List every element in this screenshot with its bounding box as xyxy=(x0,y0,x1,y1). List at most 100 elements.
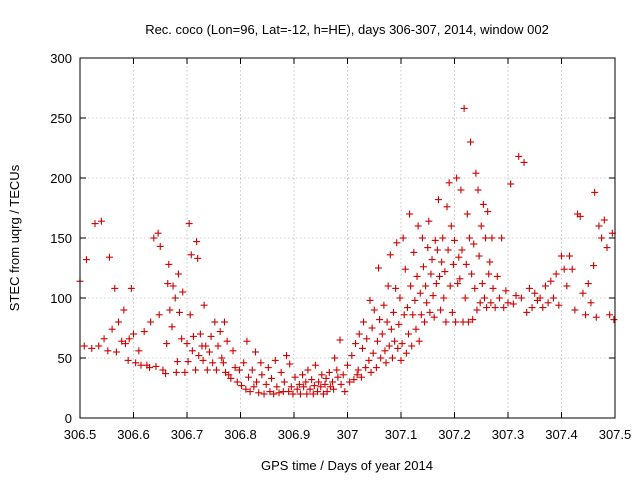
data-point xyxy=(323,388,331,396)
data-point xyxy=(539,304,547,312)
data-point xyxy=(318,371,326,379)
data-point xyxy=(366,296,374,304)
data-point xyxy=(200,301,208,309)
data-point xyxy=(398,340,406,348)
data-point xyxy=(495,294,503,302)
data-point xyxy=(582,311,590,319)
data-point xyxy=(409,311,417,319)
data-point xyxy=(155,311,163,319)
data-point xyxy=(260,390,268,398)
data-point xyxy=(178,335,186,343)
data-point xyxy=(456,275,464,283)
data-point xyxy=(283,352,291,360)
data-point xyxy=(507,180,515,188)
data-point xyxy=(150,234,158,242)
data-point xyxy=(95,342,103,350)
data-point xyxy=(280,378,288,386)
x-tick-label: 307 xyxy=(337,427,359,442)
data-point xyxy=(455,253,463,261)
data-point xyxy=(394,344,402,352)
data-point xyxy=(250,383,258,391)
data-point xyxy=(498,234,506,242)
data-point xyxy=(235,366,243,374)
x-tick-label: 307.4 xyxy=(545,427,578,442)
data-point xyxy=(434,196,442,204)
data-point xyxy=(306,385,314,393)
data-point xyxy=(471,284,479,292)
data-point xyxy=(437,306,445,314)
data-point xyxy=(491,304,499,312)
data-point xyxy=(195,352,203,360)
data-point xyxy=(369,349,377,357)
data-point xyxy=(154,229,162,237)
data-point xyxy=(240,359,248,367)
data-point xyxy=(552,270,560,278)
data-point xyxy=(97,217,105,225)
data-point xyxy=(560,265,568,273)
data-point xyxy=(428,256,436,264)
data-point xyxy=(293,385,301,393)
data-point xyxy=(196,330,204,338)
data-point xyxy=(159,366,167,374)
data-point xyxy=(376,316,384,324)
data-point xyxy=(421,318,429,326)
data-point xyxy=(310,382,318,390)
data-point xyxy=(393,239,401,247)
data-point xyxy=(296,390,304,398)
x-tick-label: 307.5 xyxy=(599,427,632,442)
data-point xyxy=(245,373,253,381)
data-point xyxy=(436,272,444,280)
data-point xyxy=(100,335,108,343)
data-point xyxy=(446,282,454,290)
data-point xyxy=(169,282,177,290)
data-point xyxy=(438,258,446,266)
data-point xyxy=(587,299,595,307)
data-point xyxy=(207,332,215,340)
data-point xyxy=(469,316,477,324)
data-point xyxy=(408,342,416,350)
data-point xyxy=(407,282,415,290)
data-point xyxy=(462,260,470,268)
data-point xyxy=(135,347,143,355)
data-point xyxy=(212,366,220,374)
data-point xyxy=(443,203,451,211)
data-point xyxy=(591,188,599,196)
data-point xyxy=(451,236,458,244)
data-point xyxy=(193,238,201,246)
data-point xyxy=(277,368,285,376)
data-point xyxy=(187,251,195,259)
data-point xyxy=(156,242,164,250)
data-point xyxy=(137,361,145,369)
data-point xyxy=(147,318,155,326)
data-point xyxy=(308,376,316,384)
data-point xyxy=(88,344,96,352)
data-point xyxy=(384,282,392,290)
data-point xyxy=(173,358,181,366)
data-point xyxy=(414,222,422,230)
data-point xyxy=(483,304,491,312)
data-point xyxy=(576,212,584,220)
data-point xyxy=(219,359,227,367)
data-point xyxy=(595,222,603,230)
data-point xyxy=(509,300,517,308)
data-point xyxy=(362,364,370,372)
data-point xyxy=(216,328,224,336)
data-point xyxy=(603,244,611,252)
data-point xyxy=(470,240,478,248)
data-point xyxy=(336,336,344,344)
data-point xyxy=(368,324,376,332)
data-point xyxy=(257,359,265,367)
data-point xyxy=(331,354,339,362)
data-point xyxy=(108,325,116,333)
data-point xyxy=(468,270,476,278)
data-point xyxy=(460,104,468,112)
data-point xyxy=(105,253,113,261)
data-point xyxy=(354,366,362,374)
data-point xyxy=(300,383,308,391)
data-point xyxy=(209,359,217,367)
data-point xyxy=(104,347,112,355)
data-point xyxy=(286,360,294,368)
data-point xyxy=(350,376,358,384)
data-point xyxy=(112,348,120,356)
